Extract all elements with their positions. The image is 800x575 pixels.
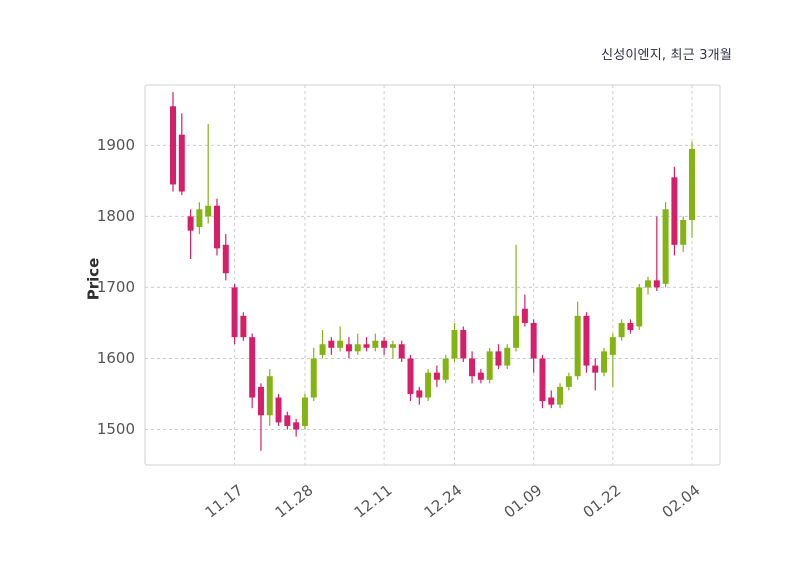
y-tick-label: 1900 [96, 136, 135, 155]
y-tick-label: 1800 [96, 207, 135, 226]
y-tick-label: 1500 [96, 420, 135, 439]
y-tick-label: 1700 [96, 278, 135, 297]
y-tick-label: 1600 [96, 349, 135, 368]
chart-title: 신성이엔지, 최근 3개월 [601, 48, 732, 63]
